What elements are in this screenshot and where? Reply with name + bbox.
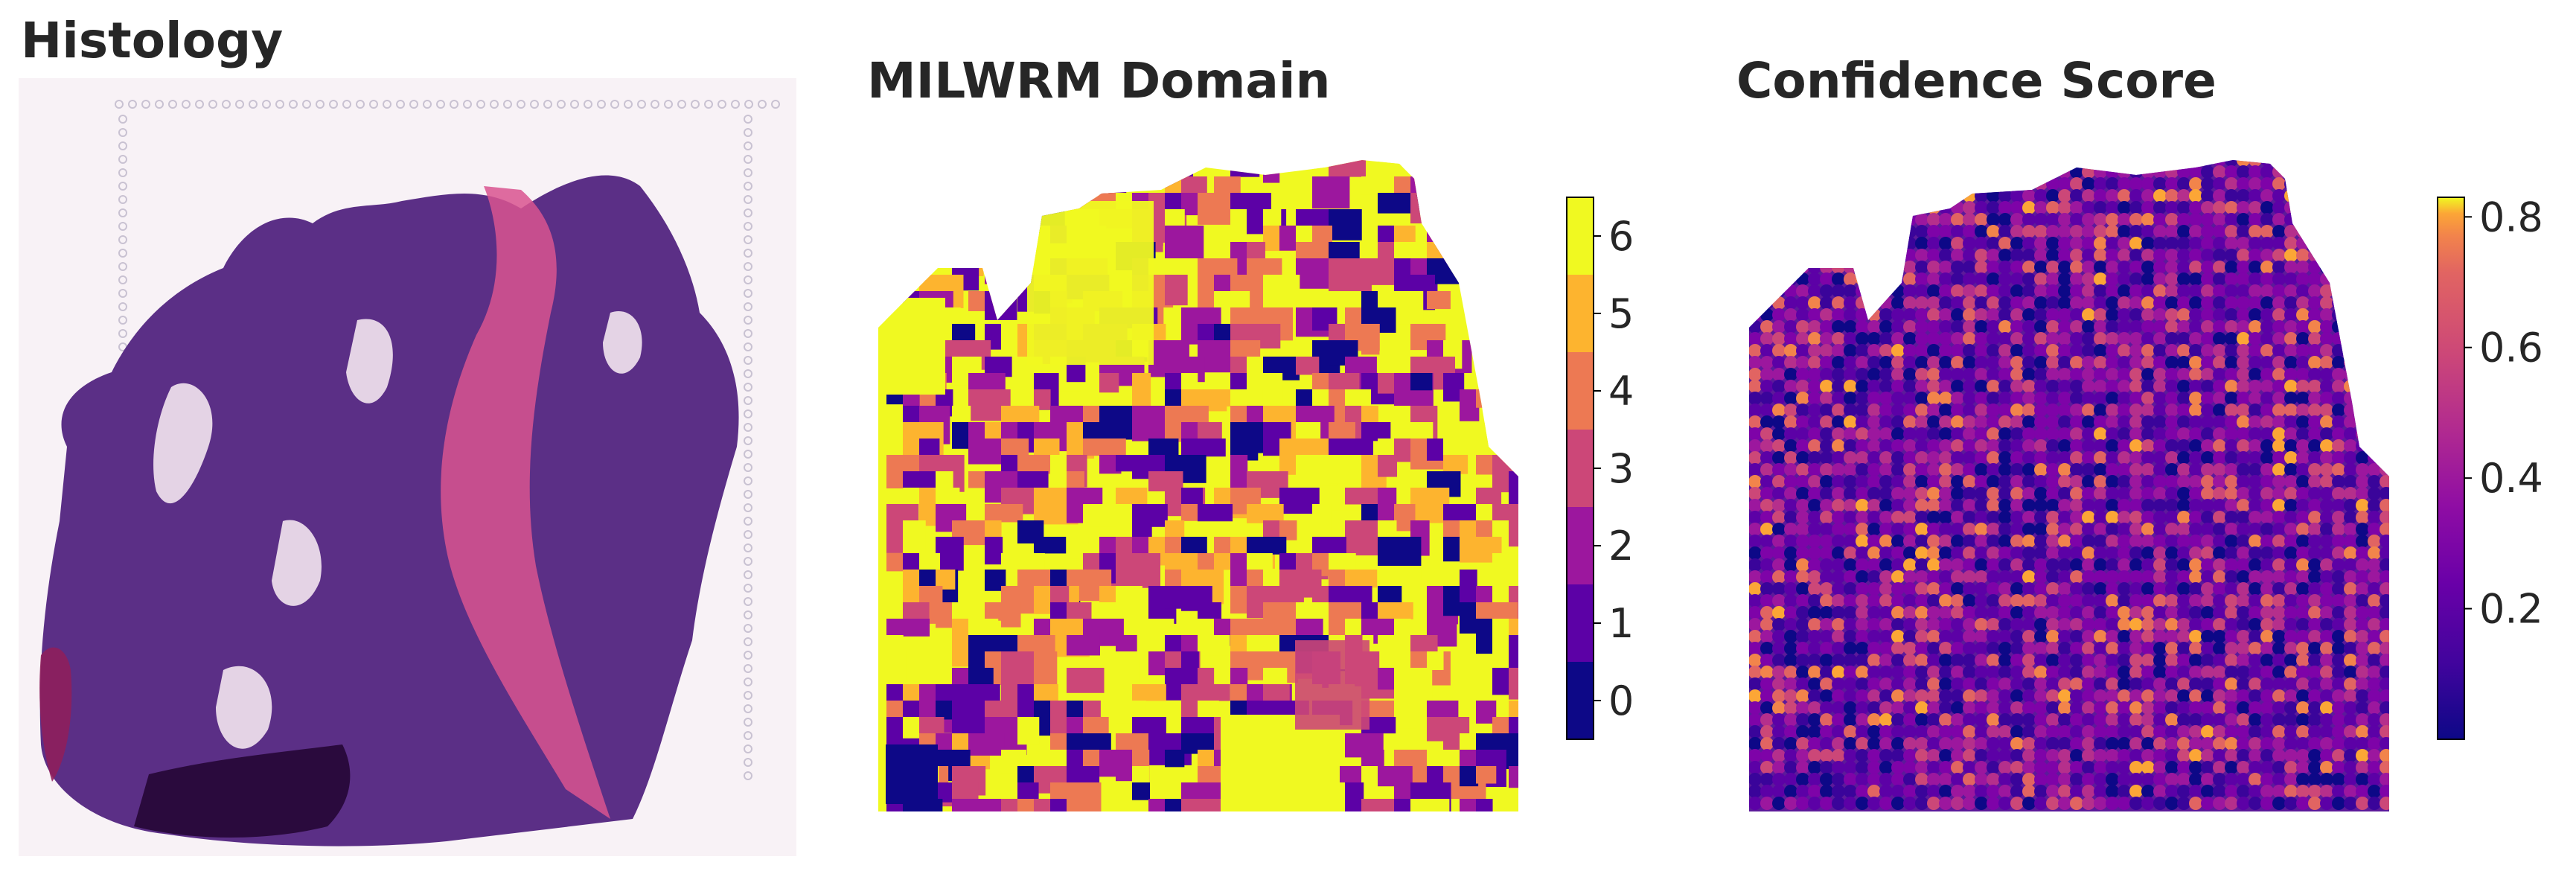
histology-title: Histology: [21, 12, 284, 69]
stroma-band: [441, 186, 610, 819]
colorbar-swatch: [1567, 430, 1594, 507]
colorbar-tick-label: 4: [1608, 368, 1634, 415]
histology-image: [19, 78, 796, 856]
dark-edge: [134, 744, 351, 838]
colorbar-tick-label: 0.4: [2479, 455, 2543, 502]
confidence-title: Confidence Score: [1736, 52, 2217, 109]
confidence-colorbar: 0.2 0.4 0.6 0.8: [2437, 194, 2543, 740]
colorbar-tick-label: 5: [1608, 290, 1634, 337]
colorbar-tick-label: 0: [1608, 677, 1634, 724]
domain-colorbar: 0 1 2 3 4 5 6: [1566, 197, 1634, 740]
colorbar-tick-label: 0.8: [2479, 194, 2543, 240]
colorbar-swatch: [1567, 352, 1594, 430]
colorbar-tick-label: 6: [1608, 213, 1634, 260]
colorbar-tick-label: 0.2: [2479, 586, 2543, 633]
colorbar-swatch: [1567, 507, 1594, 584]
colorbar-swatch: [1567, 197, 1594, 275]
colorbar-swatch: [1567, 662, 1594, 739]
colorbar-tick-label: 0.6: [2479, 325, 2543, 371]
domain-map: [878, 160, 1518, 811]
domain-title: MILWRM Domain: [867, 52, 1331, 109]
colorbar-swatch: [1567, 275, 1594, 352]
colorbar-tick-label: 2: [1608, 523, 1634, 570]
colorbar-tick-label: 1: [1608, 600, 1634, 647]
left-edge-red: [39, 647, 72, 782]
colorbar-swatch: [1567, 584, 1594, 662]
colorbar-tick-label: 3: [1608, 445, 1634, 492]
confidence-map: [1749, 160, 2389, 811]
